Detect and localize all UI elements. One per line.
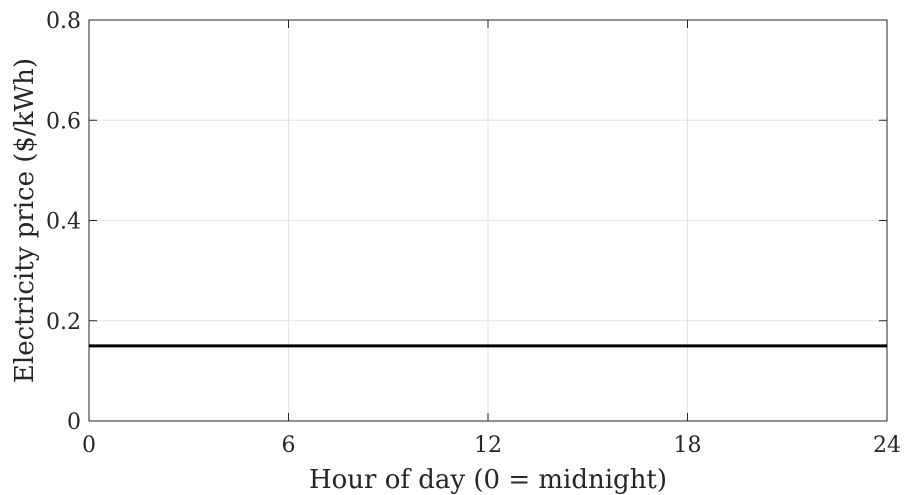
x-axis-label: Hour of day (0 = midnight) [309,465,667,495]
tick-labels: 0 6 12 18 24 0 0.2 0.4 0.6 0.8 [46,9,901,458]
x-tick-label: 18 [674,433,702,458]
y-tick-label: 0 [67,410,81,435]
x-tick-label: 6 [282,433,296,458]
x-tick-label: 24 [873,433,901,458]
y-tick-label: 0.8 [46,9,81,34]
y-axis-label: Electricity price ($/kWh) [10,58,40,383]
y-tick-label: 0.6 [46,109,81,134]
x-tick-label: 0 [82,433,96,458]
y-tick-label: 0.4 [46,210,81,235]
ticks [88,19,888,422]
x-tick-label: 12 [474,433,502,458]
grid [88,19,888,422]
y-tick-label: 0.2 [46,310,81,335]
